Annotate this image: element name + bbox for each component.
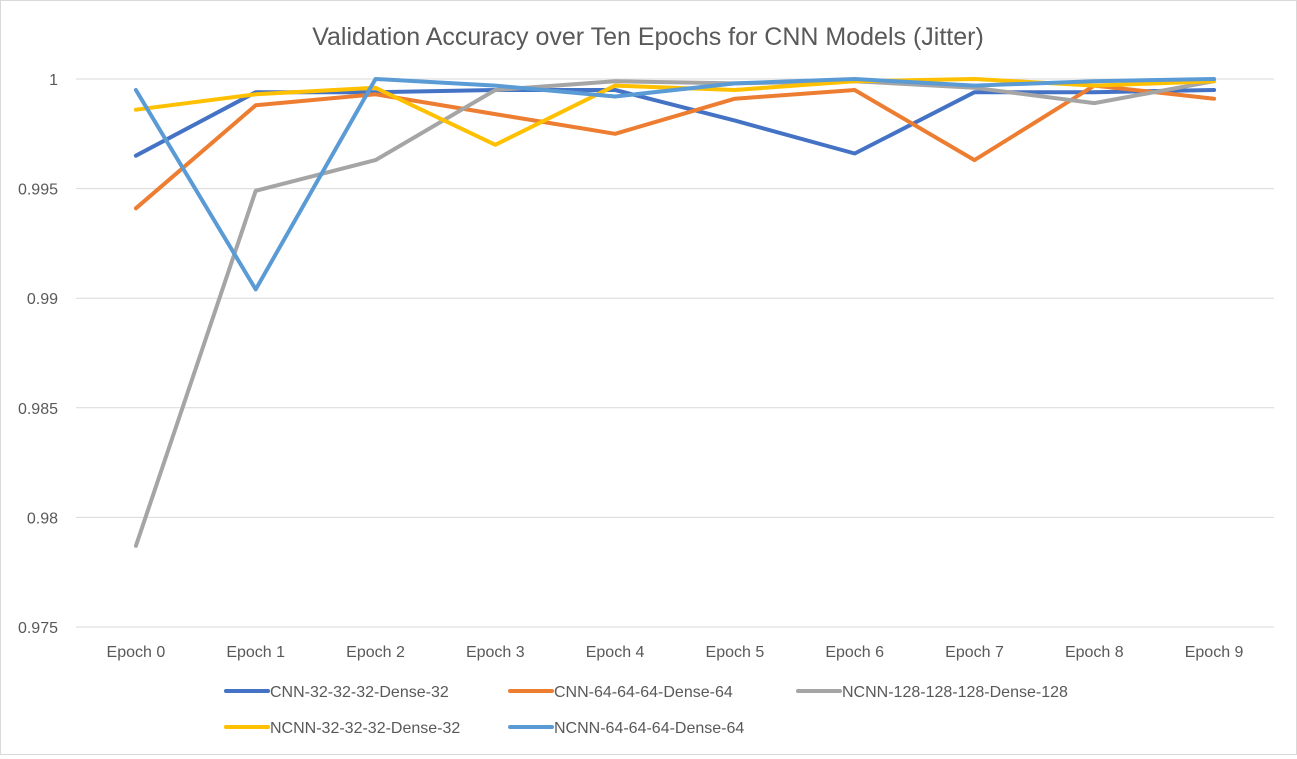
y-axis-ticks: 0.975 0.98 0.985 0.99 0.995 1 xyxy=(18,72,58,637)
x-tick-label: Epoch 2 xyxy=(346,644,405,661)
series-lines xyxy=(133,77,1217,548)
y-tick-label: 1 xyxy=(49,72,58,89)
x-tick-label: Epoch 5 xyxy=(706,644,765,661)
series-line xyxy=(133,83,1217,211)
x-tick-label: Epoch 1 xyxy=(226,644,285,661)
legend-label: NCNN-64-64-64-Dense-64 xyxy=(554,720,744,737)
y-tick-label: 0.98 xyxy=(27,510,58,527)
legend-label: CNN-64-64-64-Dense-64 xyxy=(554,684,733,701)
legend-label: CNN-32-32-32-Dense-32 xyxy=(270,684,449,701)
x-tick-label: Epoch 4 xyxy=(586,644,645,661)
series-line xyxy=(133,79,1217,548)
x-tick-label: Epoch 0 xyxy=(107,644,166,661)
x-tick-label: Epoch 3 xyxy=(466,644,525,661)
x-tick-label: Epoch 8 xyxy=(1065,644,1124,661)
chart-title: Validation Accuracy over Ten Epochs for … xyxy=(312,23,984,51)
x-axis-ticks: Epoch 0 Epoch 1 Epoch 2 Epoch 3 Epoch 4 Epoch… xyxy=(107,644,1244,661)
legend-label: NCNN-128-128-128-Dense-128 xyxy=(842,684,1068,701)
gridlines xyxy=(76,78,1274,628)
y-tick-label: 0.985 xyxy=(18,401,58,418)
y-tick-label: 0.995 xyxy=(18,182,58,199)
x-tick-label: Epoch 7 xyxy=(945,644,1004,661)
legend: CNN-32-32-32-Dense-32 CNN-64-64-64-Dense-… xyxy=(224,684,1068,737)
legend-label: NCNN-32-32-32-Dense-32 xyxy=(270,720,460,737)
y-tick-label: 0.99 xyxy=(27,291,58,308)
series-line xyxy=(133,77,1217,292)
x-tick-label: Epoch 6 xyxy=(825,644,884,661)
y-tick-label: 0.975 xyxy=(18,620,58,637)
x-tick-label: Epoch 9 xyxy=(1185,644,1244,661)
